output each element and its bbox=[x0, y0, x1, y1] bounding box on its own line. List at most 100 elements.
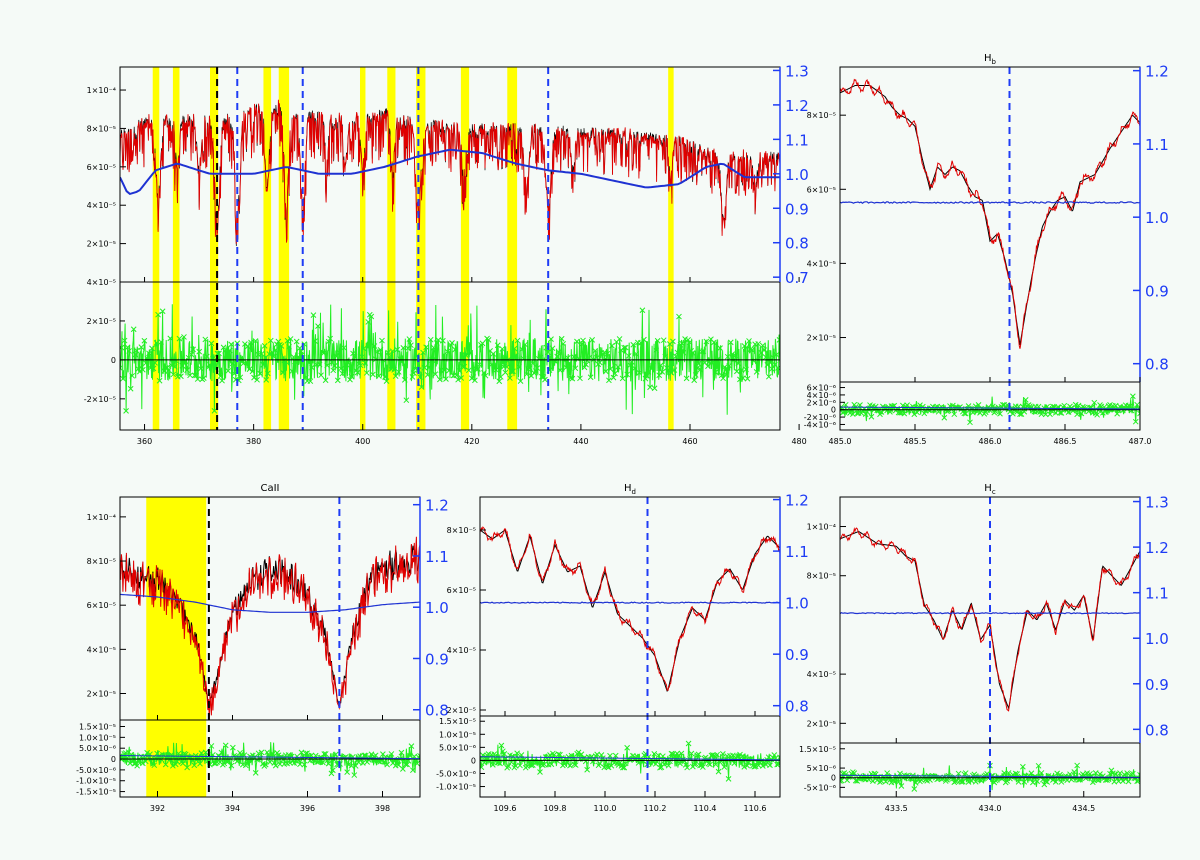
residual-marker bbox=[301, 761, 308, 768]
residual-marker bbox=[554, 353, 560, 360]
residual-marker bbox=[548, 761, 555, 768]
continuum-line bbox=[840, 201, 1140, 205]
residual-marker bbox=[679, 340, 685, 347]
residual-marker bbox=[231, 752, 238, 759]
residual-marker bbox=[136, 368, 143, 375]
residual-marker bbox=[162, 365, 169, 371]
residual-marker bbox=[587, 374, 594, 381]
residual-marker bbox=[348, 373, 355, 380]
residual-marker bbox=[467, 349, 474, 356]
residual-marker bbox=[759, 342, 766, 349]
residual-marker bbox=[1075, 402, 1082, 409]
x-tick-label: 485.5 bbox=[904, 437, 927, 446]
y-tick-label: 8×10⁻⁵ bbox=[807, 572, 836, 581]
residual-marker bbox=[351, 353, 358, 360]
residual-marker bbox=[339, 370, 346, 377]
residual-marker bbox=[126, 348, 132, 354]
residual-marker bbox=[188, 351, 195, 358]
residual-marker bbox=[547, 752, 553, 758]
residual-marker bbox=[388, 751, 395, 757]
residual-marker bbox=[731, 760, 738, 767]
residual-marker bbox=[684, 764, 690, 771]
residual-marker bbox=[537, 769, 543, 775]
residual-marker bbox=[345, 359, 352, 366]
residual-marker bbox=[840, 778, 843, 784]
panel-hd: 109.6 109.8 110.0 110.2 110.4 110.6 8×10⁻⁵ 6×10… bbox=[436, 483, 809, 813]
residual-marker bbox=[354, 369, 361, 376]
residual-marker bbox=[327, 755, 333, 762]
residual-marker bbox=[127, 385, 134, 392]
residual-marker bbox=[897, 409, 903, 416]
residual-marker bbox=[598, 752, 605, 758]
residual-marker bbox=[984, 771, 990, 777]
residual-marker bbox=[1092, 770, 1099, 776]
mask-region-7 bbox=[416, 67, 426, 430]
residual-marker bbox=[738, 367, 745, 373]
residual-marker bbox=[140, 760, 146, 767]
residual-marker bbox=[667, 758, 673, 765]
residual-marker bbox=[604, 763, 610, 770]
residual-marker bbox=[1012, 770, 1019, 777]
residual-marker bbox=[715, 768, 722, 775]
residual-marker bbox=[225, 368, 231, 374]
x-tick-label: 400 bbox=[355, 437, 370, 446]
residual-marker bbox=[328, 770, 335, 777]
residual-marker bbox=[263, 377, 270, 383]
residual-tick-label: -5×10⁻⁶ bbox=[804, 783, 836, 792]
residual-marker bbox=[551, 357, 557, 364]
residual-marker bbox=[689, 350, 696, 356]
residual-marker bbox=[627, 362, 634, 368]
x-tick-label: 460 bbox=[682, 437, 697, 446]
residual-marker bbox=[1134, 401, 1140, 408]
residual-marker bbox=[744, 762, 750, 769]
residual-marker bbox=[700, 764, 706, 770]
residual-marker bbox=[175, 750, 182, 757]
residual-marker bbox=[131, 760, 138, 767]
residual-marker bbox=[242, 762, 249, 769]
residual-marker bbox=[464, 351, 471, 358]
residual-marker bbox=[287, 336, 294, 342]
residual-marker bbox=[296, 345, 303, 352]
residual-marker bbox=[621, 344, 627, 351]
residual-marker bbox=[850, 411, 856, 417]
residual-tick-label: 1.5×10⁻⁵ bbox=[799, 745, 836, 754]
residual-marker bbox=[516, 364, 522, 370]
residual-tick-label: -1.0×10⁻⁵ bbox=[76, 777, 116, 786]
residual-marker bbox=[1054, 770, 1060, 777]
residual-marker bbox=[688, 750, 695, 757]
residual-marker bbox=[440, 337, 446, 344]
residual-marker bbox=[1137, 771, 1140, 778]
residual-marker bbox=[380, 357, 387, 364]
residual-marker bbox=[961, 410, 968, 417]
residual-marker bbox=[621, 764, 628, 771]
residual-marker bbox=[252, 338, 259, 344]
residual-marker bbox=[775, 761, 780, 767]
residual-marker bbox=[322, 377, 329, 384]
residual-marker bbox=[648, 365, 655, 372]
residual-marker bbox=[481, 759, 488, 766]
residual-marker bbox=[577, 375, 583, 382]
residual-marker bbox=[537, 354, 544, 361]
residual-marker bbox=[372, 752, 379, 759]
residual-marker bbox=[874, 777, 880, 784]
residual-marker bbox=[917, 402, 923, 408]
residual-marker bbox=[750, 357, 757, 364]
residual-marker bbox=[475, 366, 481, 372]
residual-marker bbox=[733, 368, 740, 375]
residual-marker bbox=[248, 339, 254, 346]
residual-tick-label: -4×10⁻⁶ bbox=[804, 420, 836, 429]
residual-marker bbox=[726, 362, 733, 369]
x-tick-label: 360 bbox=[137, 437, 152, 446]
residual-tick-label: 5.0×10⁻⁶ bbox=[79, 744, 116, 753]
residual-marker bbox=[694, 365, 701, 371]
residual-tick-label: -2×10⁻⁵ bbox=[84, 395, 116, 404]
residual-marker bbox=[264, 370, 271, 377]
residual-marker bbox=[394, 346, 401, 353]
residual-marker bbox=[391, 367, 398, 373]
residual-marker bbox=[423, 344, 429, 351]
residual-marker bbox=[1071, 769, 1078, 775]
residual-marker bbox=[968, 406, 975, 412]
y-tick-label: 2×10⁻⁵ bbox=[447, 706, 476, 715]
residual-marker bbox=[325, 760, 332, 767]
residual-marker bbox=[517, 378, 524, 384]
